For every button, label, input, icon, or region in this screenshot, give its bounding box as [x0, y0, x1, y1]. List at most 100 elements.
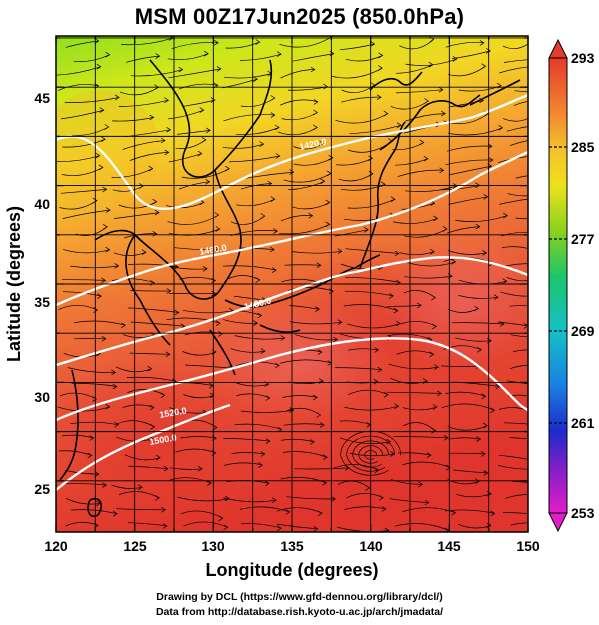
streamline-arrow — [211, 290, 217, 297]
streamline-arrow — [147, 365, 153, 372]
streamline — [441, 403, 495, 411]
streamline — [499, 66, 528, 74]
streamline — [513, 349, 528, 353]
streamline-arrow — [396, 320, 401, 327]
streamline — [506, 380, 528, 384]
streamline-arrow — [481, 393, 487, 400]
streamline-arrow — [152, 231, 158, 237]
streamline-arrow — [317, 349, 323, 355]
streamline-arrow — [537, 397, 541, 402]
streamline — [223, 114, 275, 122]
streamline — [335, 157, 373, 166]
streamline — [289, 321, 342, 325]
streamline-arrow — [313, 394, 318, 401]
streamline — [276, 507, 323, 514]
streamline-arrow — [482, 250, 488, 256]
colorbar-label: 293 — [571, 50, 595, 66]
streamline — [62, 138, 106, 148]
streamline-arrow — [370, 41, 376, 47]
streamline-arrow — [317, 510, 323, 516]
streamline — [395, 89, 443, 94]
streamline — [455, 337, 492, 342]
streamline-arrow — [390, 196, 396, 202]
streamline-arrow — [154, 209, 160, 216]
streamline-arrow — [433, 215, 439, 222]
streamline-arrow — [532, 412, 536, 417]
streamline — [74, 320, 126, 326]
streamline-arrow — [394, 403, 400, 409]
streamline-arrow — [275, 153, 281, 159]
streamline — [70, 421, 119, 426]
streamline-arrow — [280, 335, 286, 341]
streamline — [111, 484, 143, 489]
streamline-arrow — [160, 392, 166, 399]
footer-credit-line-1: Drawing by DCL (https://www.gfd-dennou.o… — [156, 591, 443, 603]
streamline-arrow — [337, 248, 343, 254]
streamline — [165, 201, 205, 209]
height-contours — [56, 93, 528, 491]
streamline — [348, 389, 389, 396]
streamline-arrow — [289, 169, 295, 175]
streamline — [395, 64, 434, 74]
streamline-arrow — [96, 63, 102, 70]
streamline — [224, 73, 272, 79]
streamline — [452, 50, 491, 59]
streamline — [222, 265, 277, 271]
streamline-arrow — [313, 526, 319, 532]
streamline-arrow — [271, 497, 277, 503]
streamline-arrow — [477, 347, 482, 353]
streamline — [345, 248, 399, 254]
streamline-arrow — [373, 378, 379, 385]
streamline — [335, 367, 382, 371]
streamline-arrow — [487, 143, 493, 150]
streamline — [65, 40, 99, 48]
streamline-arrow — [111, 369, 117, 376]
streamline — [61, 279, 106, 281]
colorbar-label: 285 — [571, 139, 595, 155]
streamline — [178, 83, 218, 90]
streamline-arrow — [155, 495, 160, 501]
streamline — [280, 476, 327, 484]
streamline — [128, 307, 179, 313]
streamline — [60, 189, 107, 194]
streamline — [335, 229, 369, 237]
streamline-arrow — [276, 51, 282, 57]
streamline — [177, 496, 230, 502]
footer-credit-line-2: Data from http://database.rish.kyoto-u.a… — [155, 606, 444, 618]
streamline-arrow — [105, 207, 111, 213]
streamline-arrow — [214, 246, 220, 253]
streamline — [448, 437, 481, 440]
streamline — [127, 522, 167, 527]
streamline-arrow — [264, 480, 270, 487]
streamline — [458, 295, 499, 299]
streamline-arrow — [259, 141, 265, 147]
streamline — [169, 407, 207, 414]
vortex-streamline — [364, 450, 378, 460]
streamline-arrow — [161, 507, 167, 513]
streamline — [349, 124, 402, 135]
streamline-arrow — [289, 407, 295, 413]
streamline — [500, 291, 528, 297]
streamline — [453, 469, 488, 474]
streamline — [347, 348, 379, 351]
streamline — [447, 250, 487, 255]
vortex-streamline — [340, 430, 402, 476]
streamline — [333, 464, 379, 471]
streamline — [171, 42, 219, 50]
streamline — [222, 143, 264, 149]
streamline — [344, 405, 399, 411]
streamline — [403, 228, 448, 238]
streamline — [229, 155, 280, 163]
streamline — [279, 359, 332, 364]
streamline-arrow — [376, 94, 382, 100]
streamline — [503, 512, 528, 514]
streamline-arrow — [441, 110, 446, 117]
streamline-arrow — [260, 348, 266, 354]
streamline — [280, 69, 315, 79]
streamline — [223, 319, 258, 324]
x-tick-label: 125 — [123, 538, 147, 554]
streamline-arrow — [215, 320, 221, 326]
streamline-arrow — [316, 412, 322, 418]
streamline-arrow — [209, 392, 215, 399]
streamline — [178, 181, 210, 190]
